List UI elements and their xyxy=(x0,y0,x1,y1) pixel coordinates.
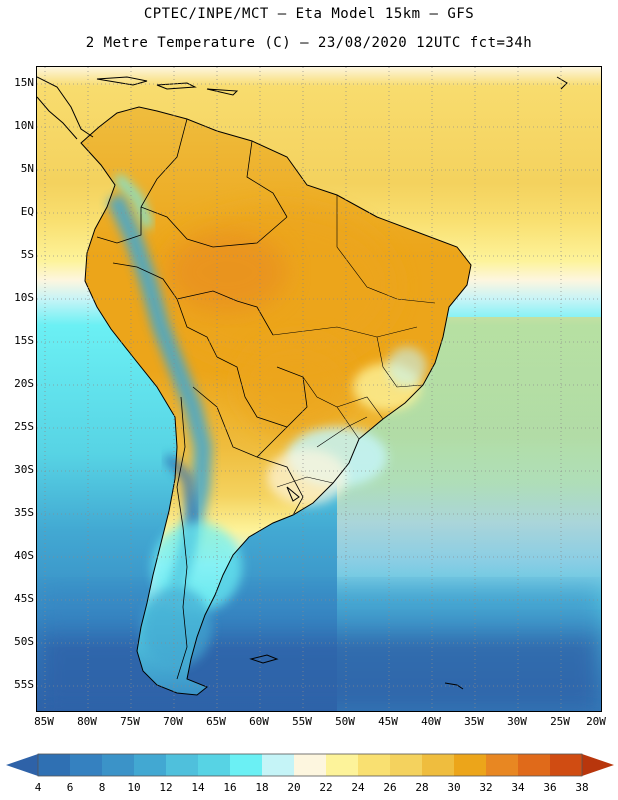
map-title-line-1: CPTEC/INPE/MCT – Eta Model 15km – GFS xyxy=(143,6,475,22)
colorbar-label: 28 xyxy=(415,781,429,794)
map-canvas xyxy=(37,67,601,711)
colorbar-label: 36 xyxy=(543,781,557,794)
colorbar-label: 30 xyxy=(447,781,461,794)
lat-label-10s: 10S xyxy=(14,291,34,304)
colorbar-swatch xyxy=(294,754,326,776)
map-title-line-2: 2 Metre Temperature (C) – 23/08/2020 12U… xyxy=(85,35,533,51)
lon-label-40w: 40W xyxy=(421,715,441,728)
lat-label-55s: 55S xyxy=(14,678,34,691)
lon-label-70w: 70W xyxy=(163,715,183,728)
colorbar-swatch xyxy=(390,754,422,776)
lon-label-45w: 45W xyxy=(378,715,398,728)
colorbar-label: 6 xyxy=(66,781,74,794)
lat-label-5n: 5N xyxy=(20,162,34,175)
lon-label-80w: 80W xyxy=(77,715,97,728)
colorbar-swatch xyxy=(70,754,102,776)
colorbar-label: 38 xyxy=(575,781,589,794)
lon-label-60w: 60W xyxy=(249,715,269,728)
lat-label-45s: 45S xyxy=(14,592,34,605)
lon-label-55w: 55W xyxy=(292,715,312,728)
lon-label-35w: 35W xyxy=(464,715,484,728)
lat-label-5s: 5S xyxy=(20,248,34,261)
colorbar-swatch xyxy=(422,754,454,776)
colorbar-label: 8 xyxy=(98,781,106,794)
colorbar-swatch xyxy=(102,754,134,776)
colorbar-right-arrow xyxy=(582,754,614,776)
lat-label-50s: 50S xyxy=(14,635,34,648)
colorbar-label: 10 xyxy=(127,781,141,794)
colorbar-swatch xyxy=(486,754,518,776)
colorbar-swatch xyxy=(358,754,390,776)
colorbar-left-arrow xyxy=(6,754,38,776)
lat-label-20s: 20S xyxy=(14,377,34,390)
colorbar-swatch xyxy=(550,754,582,776)
colorbar-label: 18 xyxy=(255,781,269,794)
lon-label-25w: 25W xyxy=(550,715,570,728)
colorbar-swatch xyxy=(518,754,550,776)
temperature-colorbar xyxy=(6,753,614,777)
colorbar-swatch xyxy=(262,754,294,776)
lat-label-10n: 10N xyxy=(14,119,34,132)
lat-label-35s: 35S xyxy=(14,506,34,519)
colorbar-swatch xyxy=(166,754,198,776)
colorbar-swatch xyxy=(230,754,262,776)
lon-label-75w: 75W xyxy=(120,715,140,728)
colorbar-label: 4 xyxy=(34,781,42,794)
colorbar-label: 32 xyxy=(479,781,493,794)
colorbar-label: 12 xyxy=(159,781,173,794)
lat-label-25s: 25S xyxy=(14,420,34,433)
colorbar-label: 26 xyxy=(383,781,397,794)
lat-label-15s: 15S xyxy=(14,334,34,347)
colorbar-label: 20 xyxy=(287,781,301,794)
lon-label-50w: 50W xyxy=(335,715,355,728)
temperature-map xyxy=(36,66,602,712)
colorbar-label: 16 xyxy=(223,781,237,794)
lat-label-15n: 15N xyxy=(14,76,34,89)
lat-label-40s: 40S xyxy=(14,549,34,562)
colorbar-swatch xyxy=(198,754,230,776)
lon-label-20w: 20W xyxy=(586,715,606,728)
colorbar-swatch xyxy=(38,754,70,776)
colorbar-swatch xyxy=(454,754,486,776)
colorbar-label: 22 xyxy=(319,781,333,794)
lon-label-85w: 85W xyxy=(34,715,54,728)
colorbar-swatch xyxy=(134,754,166,776)
lat-label-eq: EQ xyxy=(20,205,34,218)
lon-label-30w: 30W xyxy=(507,715,527,728)
lon-label-65w: 65W xyxy=(206,715,226,728)
colorbar-label: 34 xyxy=(511,781,525,794)
colorbar-label: 24 xyxy=(351,781,365,794)
colorbar-swatch xyxy=(326,754,358,776)
colorbar-label: 14 xyxy=(191,781,205,794)
lat-label-30s: 30S xyxy=(14,463,34,476)
